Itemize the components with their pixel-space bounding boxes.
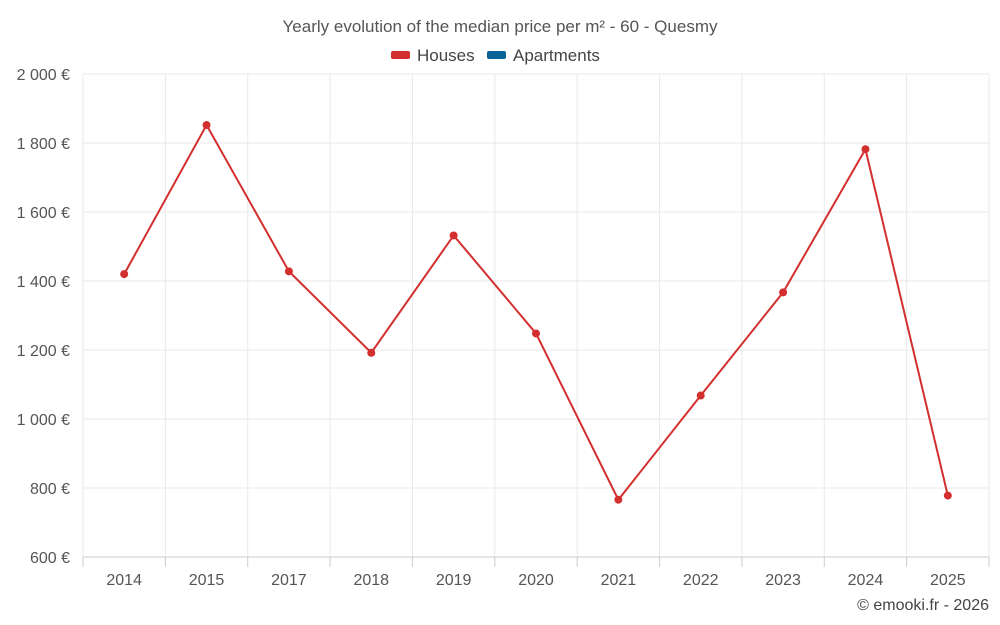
x-axis: 2014 2015 2017 2018 2019 2020 2021 2022 2023 2024… bbox=[82, 556, 990, 589]
x-tick-label: 2015 bbox=[189, 572, 225, 589]
x-tick-label: 2014 bbox=[106, 572, 142, 589]
data-point-houses-2024[interactable] bbox=[861, 145, 870, 154]
y-tick-label: 1 200 € bbox=[17, 343, 70, 360]
y-axis: 600 € 800 € 1 000 € 1 200 € 1 400 € 1 600 € 1 … bbox=[17, 67, 70, 567]
legend-label-houses: Houses bbox=[417, 46, 475, 65]
x-tick-label: 2024 bbox=[848, 572, 884, 589]
y-tick-label: 1 800 € bbox=[17, 136, 70, 153]
legend-label-apartments: Apartments bbox=[513, 46, 600, 65]
data-point-houses-2017[interactable] bbox=[284, 267, 293, 276]
series bbox=[120, 121, 952, 504]
y-tick-label: 1 400 € bbox=[17, 274, 70, 291]
y-tick-label: 2 000 € bbox=[17, 67, 70, 84]
data-point-houses-2015[interactable] bbox=[202, 121, 211, 130]
data-point-houses-2018[interactable] bbox=[367, 348, 376, 357]
y-tick-label: 800 € bbox=[30, 481, 70, 498]
data-point-houses-2020[interactable] bbox=[532, 329, 540, 338]
y-tick-label: 1 600 € bbox=[17, 205, 70, 222]
legend-item-apartments[interactable]: Apartments bbox=[487, 46, 600, 65]
data-point-houses-2014[interactable] bbox=[120, 270, 129, 279]
data-point-houses-2022[interactable] bbox=[696, 391, 705, 400]
y-tick-label: 600 € bbox=[30, 550, 70, 567]
y-tick-label: 1 000 € bbox=[17, 412, 70, 429]
data-point-houses-2023[interactable] bbox=[779, 288, 788, 297]
legend-swatch-apartments bbox=[487, 51, 506, 59]
legend: Houses Apartments bbox=[391, 46, 600, 65]
x-tick-label: 2020 bbox=[518, 572, 554, 589]
grid bbox=[82, 73, 990, 557]
data-point-houses-2025[interactable] bbox=[943, 491, 952, 500]
credit: © emooki.fr - 2026 bbox=[857, 597, 989, 614]
legend-swatch-houses bbox=[391, 51, 410, 59]
x-tick-label: 2022 bbox=[683, 572, 719, 589]
x-tick-label: 2018 bbox=[353, 572, 389, 589]
x-tick-label: 2021 bbox=[601, 572, 637, 589]
x-tick-label: 2017 bbox=[271, 572, 307, 589]
x-tick-label: 2023 bbox=[765, 572, 801, 589]
x-tick-label: 2019 bbox=[436, 572, 472, 589]
data-point-houses-2019[interactable] bbox=[449, 231, 458, 240]
x-tick-label: 2025 bbox=[930, 572, 966, 589]
legend-item-houses[interactable]: Houses bbox=[391, 46, 475, 65]
data-point-houses-2021[interactable] bbox=[614, 495, 623, 504]
chart-title: Yearly evolution of the median price per… bbox=[283, 17, 718, 36]
